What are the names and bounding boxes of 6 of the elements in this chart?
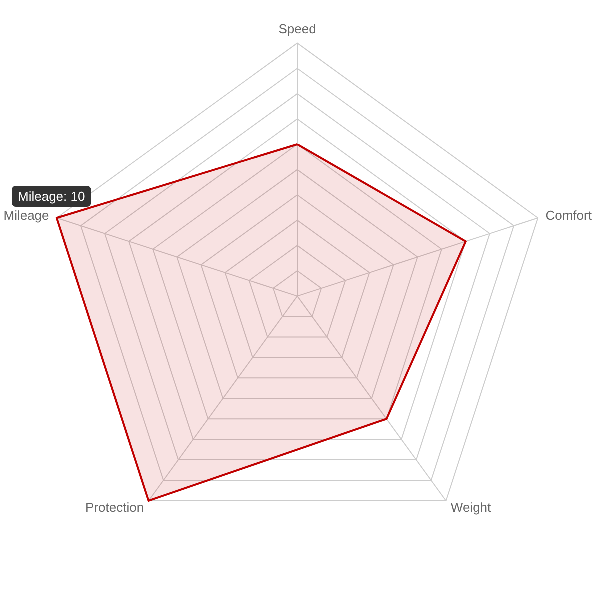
spoke-label: Weight (450, 500, 492, 515)
spoke-label: Speed (278, 21, 316, 36)
spoke-label: Protection (86, 500, 144, 515)
text: Mileage: 10 (18, 189, 86, 204)
spoke-label: Comfort (546, 208, 592, 224)
spoke-label: Mileage (4, 208, 50, 224)
